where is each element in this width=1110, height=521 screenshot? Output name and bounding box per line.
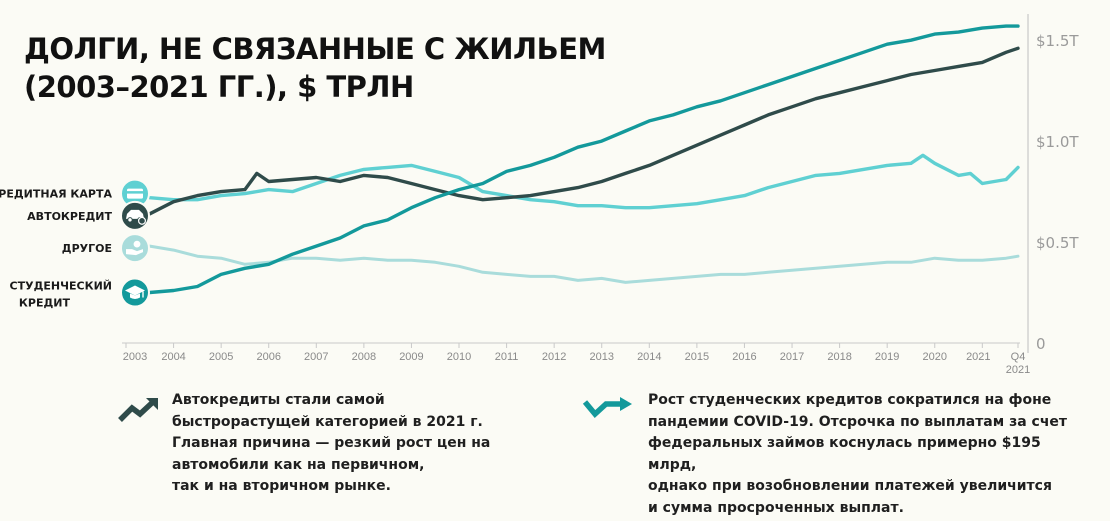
x-tick-label: Q4 — [1011, 351, 1026, 363]
series-line-auto — [124, 46, 1020, 218]
coin — [138, 216, 147, 225]
x-tick-label: 2010 — [447, 351, 471, 363]
chart-series — [124, 24, 1020, 295]
x-tick-label: 2017 — [780, 351, 804, 363]
chart-title: ДОЛГИ, НЕ СВЯЗАННЫЕ С ЖИЛЬЕМ (2003–2021 … — [24, 30, 606, 106]
trend-up-arrow-icon — [118, 398, 158, 422]
x-tick-label: 2013 — [589, 351, 613, 363]
x-tick-label: 2014 — [637, 351, 661, 363]
note-student-loans: Рост студенческих кредитов сократился на… — [648, 392, 1068, 516]
x-tick-label: 2003 — [123, 351, 147, 363]
hand-coin-icon — [120, 233, 150, 264]
chart-title-line-1: ДОЛГИ, НЕ СВЯЗАННЫЕ С ЖИЛЬЕМ — [24, 32, 606, 66]
x-tick-label: 2004 — [161, 351, 185, 363]
x-tick-label: 2020 — [923, 351, 947, 363]
series-line-student — [124, 24, 1020, 295]
x-tick-label: 2005 — [209, 351, 233, 363]
car-body — [126, 209, 144, 219]
x-tick-label: 2008 — [352, 351, 376, 363]
note-auto-loans: Автокредиты стали самой быстрорастущей к… — [172, 392, 491, 494]
y-tick-label: $1.0T — [1036, 133, 1079, 151]
legend-item-credit-card: КРЕДИТНАЯ КАРТА — [0, 178, 150, 209]
legend-item-auto: АВТОКРЕДИТ — [27, 200, 150, 231]
coin — [133, 240, 141, 248]
chart-title-line-2: (2003–2021 ГГ.), $ ТРЛН — [24, 70, 414, 104]
x-tick-label: 2019 — [875, 351, 899, 363]
x-tick-label: 2006 — [256, 351, 280, 363]
x-tick-label: 2015 — [685, 351, 709, 363]
x-tick-label: 2018 — [827, 351, 851, 363]
legend-label: АВТОКРЕДИТ — [27, 210, 112, 223]
trend-down-up-arrow-icon — [582, 397, 632, 418]
legend-label: КРЕДИТ — [19, 297, 71, 310]
series-line-credit-card — [124, 153, 1020, 210]
x-tick-label: 2021 — [966, 351, 990, 363]
x-tick-label: 2012 — [542, 351, 566, 363]
legend-label: КРЕДИТНАЯ КАРТА — [0, 188, 112, 201]
hand — [126, 249, 143, 256]
x-tick-label: 2011 — [495, 351, 519, 363]
chart-legend: КРЕДИТНАЯ КАРТА АВТОКРЕДИТ ДРУГОЕ СТУДЕНЧЕС… — [0, 178, 150, 310]
legend-item-student: СТУДЕНЧЕСКИЙ КРЕДИТ — [10, 277, 150, 310]
cap-base — [130, 293, 140, 300]
card-stripe — [127, 191, 143, 194]
x-tick-label: 2007 — [304, 351, 328, 363]
x-tick-label: 2016 — [732, 351, 756, 363]
legend-label: ДРУГОЕ — [62, 242, 112, 255]
y-tick-label: 0 — [1036, 335, 1046, 353]
x-tick-sublabel: 2021 — [1006, 364, 1030, 376]
car-wheel — [127, 217, 133, 223]
y-tick-label: $0.5T — [1036, 234, 1079, 252]
line-chart: 0 $0.5T $1.0T $1.5T 2003 2004 2005 2006 2007 2008… — [0, 14, 1079, 376]
y-tick-label: $1.5T — [1036, 32, 1079, 50]
legend-item-other: ДРУГОЕ — [62, 233, 150, 264]
x-tick-label: 2009 — [399, 351, 423, 363]
chart-axes: 0 $0.5T $1.0T $1.5T 2003 2004 2005 2006 2007 2008… — [122, 14, 1079, 376]
cap-top — [125, 285, 145, 296]
legend-label: СТУДЕНЧЕСКИЙ — [10, 280, 112, 293]
